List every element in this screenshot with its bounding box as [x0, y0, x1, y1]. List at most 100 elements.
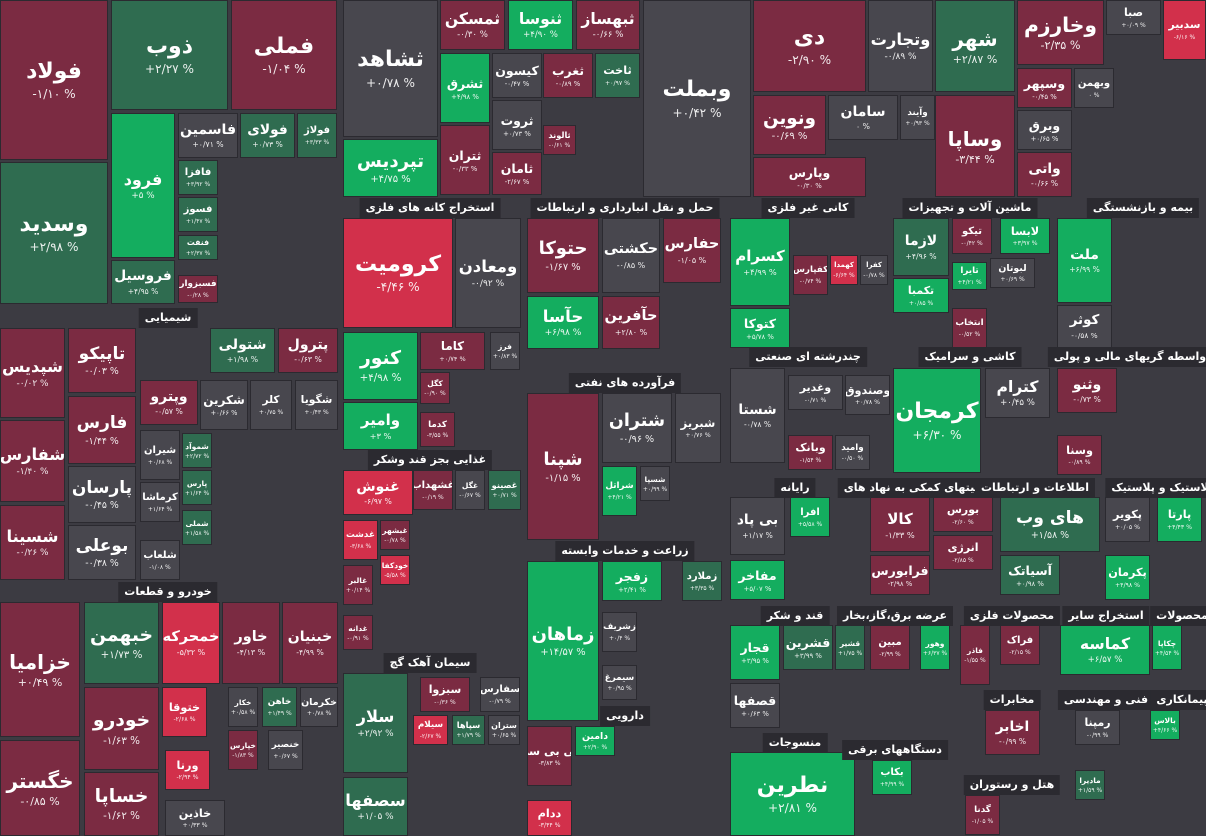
- stock-tile[interactable]: ثبهساز -۰/۶۶ %: [576, 0, 640, 50]
- stock-tile[interactable]: شکرین +۰/۶۶ %: [200, 380, 248, 430]
- stock-tile[interactable]: وامید -۰/۵۰ %: [835, 435, 870, 470]
- stock-tile[interactable]: کترام +۰/۴۵ %: [985, 368, 1050, 418]
- stock-tile[interactable]: قشرین +۳/۹۹ %: [783, 625, 833, 670]
- stock-tile[interactable]: خکار +۰/۵۸ %: [228, 687, 258, 727]
- stock-tile[interactable]: تپردیس +۴/۷۵ %: [343, 139, 438, 197]
- stock-tile[interactable]: فرابورس -۲/۹۸ %: [870, 555, 930, 595]
- stock-tile[interactable]: شهر +۲/۸۷ %: [935, 0, 1015, 92]
- stock-tile[interactable]: وهور +۶/۳۷ %: [920, 625, 950, 670]
- stock-tile[interactable]: کالا -۱/۳۳ %: [870, 497, 930, 552]
- stock-tile[interactable]: شتران -۰/۹۶ %: [602, 393, 672, 463]
- stock-tile[interactable]: شپنا -۱/۱۵ %: [527, 393, 599, 540]
- stock-tile[interactable]: وبملت +۰/۴۲ %: [643, 0, 751, 197]
- stock-tile[interactable]: دی -۲/۹۰ %: [753, 0, 866, 92]
- stock-tile[interactable]: خگستر -۰/۸۵ %: [0, 740, 80, 836]
- stock-tile[interactable]: شفارس -۱/۴۰ %: [0, 420, 65, 502]
- stock-tile[interactable]: فرود +۵ %: [111, 113, 175, 258]
- stock-tile[interactable]: کی بی سی -۳/۸۳ %: [527, 726, 572, 786]
- stock-tile[interactable]: های وب +۱/۵۸ %: [1000, 497, 1100, 552]
- stock-tile[interactable]: فافزا +۳/۹۲ %: [178, 160, 218, 195]
- stock-tile[interactable]: شملی +۱/۵۸ %: [182, 510, 212, 545]
- stock-tile[interactable]: خبهمن +۱/۷۳ %: [84, 602, 159, 684]
- stock-tile[interactable]: شیران +۰/۶۸ %: [140, 430, 180, 480]
- stock-tile[interactable]: فارس -۱/۴۴ %: [68, 396, 136, 464]
- stock-tile[interactable]: ثاخت +۰/۹۷ %: [595, 53, 640, 98]
- stock-tile[interactable]: وبهمن ۰ %: [1074, 68, 1114, 108]
- stock-tile[interactable]: واتی -۰/۶۶ %: [1017, 152, 1072, 197]
- stock-tile[interactable]: ثالوند -۰/۶۱ %: [543, 125, 576, 155]
- stock-tile[interactable]: بالاس +۴/۶۶ %: [1150, 710, 1180, 740]
- stock-tile[interactable]: سیلام -۲/۶۷ %: [413, 715, 448, 745]
- stock-tile[interactable]: وبرق +۰/۶۵ %: [1017, 110, 1072, 150]
- stock-tile[interactable]: مبین -۲/۹۹ %: [870, 625, 910, 670]
- stock-tile[interactable]: خاهن +۱/۴۹ %: [262, 687, 297, 727]
- stock-tile[interactable]: زماهان +۱۴/۵۷ %: [527, 561, 599, 721]
- stock-tile[interactable]: لابسا +۳/۹۷ %: [1000, 218, 1050, 254]
- stock-tile[interactable]: فولاد -۱/۱۰ %: [0, 0, 108, 160]
- stock-tile[interactable]: فولاژ +۳/۳۳ %: [297, 113, 337, 158]
- stock-tile[interactable]: کگل -۰/۹۰ %: [420, 372, 450, 404]
- stock-tile[interactable]: ونوین -۰/۶۹ %: [753, 95, 826, 155]
- stock-tile[interactable]: وغدیر -۰/۷۱ %: [788, 375, 843, 410]
- stock-tile[interactable]: غنوش -۶/۹۷ %: [343, 470, 413, 515]
- stock-tile[interactable]: وصندوق +۰/۷۸ %: [845, 375, 890, 415]
- stock-tile[interactable]: حتوکا -۱/۶۷ %: [527, 218, 599, 293]
- stock-tile[interactable]: سصفها +۱/۰۵ %: [343, 777, 408, 836]
- stock-tile[interactable]: ذوب +۲/۲۷ %: [111, 0, 228, 110]
- stock-tile[interactable]: ثشرق +۴/۹۸ %: [440, 53, 490, 123]
- stock-tile[interactable]: مادیرا +۱/۵۹ %: [1075, 770, 1105, 800]
- stock-tile[interactable]: کفرا -۰/۷۸ %: [860, 255, 888, 285]
- stock-tile[interactable]: ومعادن -۰/۹۲ %: [455, 218, 521, 328]
- stock-tile[interactable]: وخارزم -۲/۳۵ %: [1017, 0, 1104, 65]
- stock-tile[interactable]: کرمجان +۶/۳۰ %: [893, 368, 981, 473]
- stock-tile[interactable]: سپاها +۱/۷۹ %: [452, 715, 485, 745]
- stock-tile[interactable]: فملی -۱/۰۴ %: [231, 0, 337, 110]
- stock-tile[interactable]: پکویر +۰/۰۵ %: [1105, 497, 1150, 542]
- stock-tile[interactable]: کهمدا -۶/۶۴ %: [830, 255, 858, 285]
- stock-tile[interactable]: زملارد +۳/۳۵ %: [682, 561, 722, 601]
- stock-tile[interactable]: ثنوسا +۴/۹۰ %: [508, 0, 573, 50]
- stock-tile[interactable]: وآیند +۰/۹۳ %: [900, 95, 935, 140]
- stock-tile[interactable]: بورس -۲/۶۰ %: [933, 497, 993, 532]
- stock-tile[interactable]: لازما +۴/۹۶ %: [893, 218, 949, 276]
- stock-tile[interactable]: فولای +۰/۷۳ %: [240, 113, 295, 158]
- stock-tile[interactable]: وسنا -۰/۸۹ %: [1057, 435, 1102, 475]
- stock-tile[interactable]: فروسیل +۴/۹۵ %: [111, 260, 175, 304]
- stock-tile[interactable]: کسرام +۴/۹۹ %: [730, 218, 790, 306]
- stock-tile[interactable]: پارتا +۴/۴۳ %: [1157, 497, 1202, 542]
- stock-tile[interactable]: کرومیت -۴/۴۶ %: [343, 218, 453, 328]
- stock-tile[interactable]: خکرمان +۰/۷۸ %: [300, 687, 338, 727]
- stock-tile[interactable]: کدما -۳/۵۵ %: [420, 412, 455, 447]
- stock-tile[interactable]: کرماشا +۱/۶۴ %: [140, 482, 180, 522]
- stock-tile[interactable]: وتجارت -۰/۸۹ %: [868, 0, 933, 92]
- stock-tile[interactable]: غصینو +۰/۷۱ %: [488, 470, 521, 510]
- stock-tile[interactable]: خبنیان -۴/۹۹ %: [282, 602, 338, 684]
- stock-tile[interactable]: شسینا -۰/۲۶ %: [0, 505, 65, 580]
- stock-tile[interactable]: وبانک -۱/۵۴ %: [788, 435, 833, 470]
- stock-tile[interactable]: خنصیر +۰/۶۷ %: [268, 730, 303, 770]
- stock-tile[interactable]: پارسان -۰/۴۵ %: [68, 466, 136, 523]
- stock-tile[interactable]: پارس +۱/۶۴ %: [182, 470, 212, 505]
- stock-tile[interactable]: زشریف +۰/۴ %: [602, 612, 637, 652]
- stock-tile[interactable]: وسپهر -۰/۴۵ %: [1017, 68, 1072, 108]
- stock-tile[interactable]: شسپا +۰/۹۹ %: [640, 466, 670, 501]
- stock-tile[interactable]: دامین +۲/۹۰ %: [575, 726, 615, 756]
- stock-tile[interactable]: سدبیر -۶/۱۶ %: [1163, 0, 1206, 60]
- stock-tile[interactable]: بکاب +۴/۹۹ %: [872, 760, 912, 795]
- stock-tile[interactable]: شراتل +۴/۲۱ %: [602, 466, 637, 516]
- stock-tile[interactable]: غدشت -۳/۶۸ %: [343, 520, 378, 560]
- stock-tile[interactable]: سبزوا -۰/۳۶ %: [420, 677, 470, 712]
- stock-tile[interactable]: انتخاب -۰/۵۲ %: [952, 308, 987, 348]
- stock-tile[interactable]: خاذین +۰/۳۳ %: [165, 800, 225, 836]
- stock-tile[interactable]: وثنو -۰/۷۳ %: [1057, 368, 1117, 413]
- stock-tile[interactable]: تاپیکو -۰/۰۳ %: [68, 328, 136, 393]
- stock-tile[interactable]: ثامان -۲/۶۷ %: [492, 152, 542, 195]
- stock-tile[interactable]: شبریز +۰/۷۶ %: [675, 393, 721, 463]
- stock-tile[interactable]: حفارس -۱/۰۵ %: [663, 218, 721, 283]
- stock-tile[interactable]: سفارس -۰/۷۹ %: [480, 677, 520, 712]
- stock-tile[interactable]: زفجر +۲/۴۱ %: [602, 561, 662, 601]
- stock-tile[interactable]: غشهداب -۰/۱۹ %: [413, 470, 453, 510]
- stock-tile[interactable]: گدنا -۱/۰۵ %: [965, 795, 1000, 835]
- stock-tile[interactable]: تایرا +۴/۲۱ %: [952, 262, 987, 290]
- stock-tile[interactable]: ثروت +۰/۷۳ %: [492, 100, 542, 150]
